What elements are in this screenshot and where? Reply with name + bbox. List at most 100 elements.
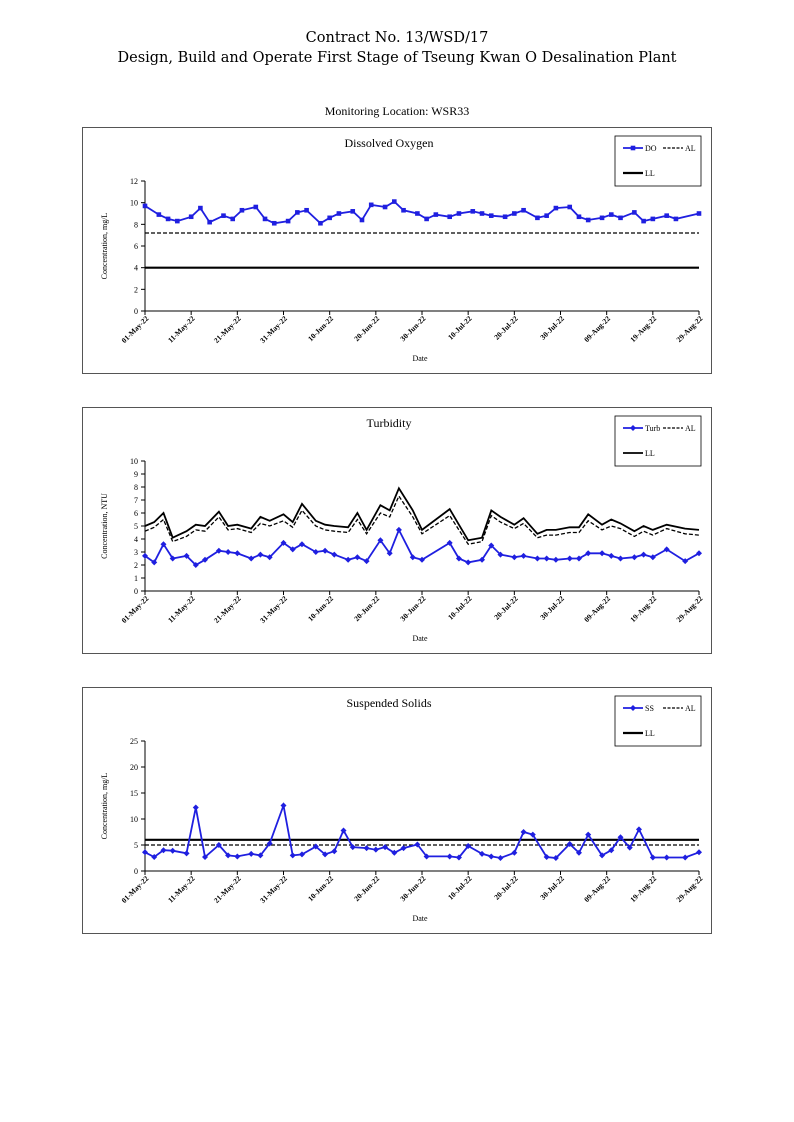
ss-point [363,845,370,852]
y-tick-label: 10 [130,815,138,824]
ss-point [382,844,389,851]
ss-point [234,853,241,860]
x-tick-label: 30-Jun-22 [398,594,427,623]
ss-point [312,843,319,850]
x-tick-label: 29-Aug-22 [674,874,704,904]
do-series-line [144,200,700,225]
y-tick-label: 5 [134,841,138,850]
do-point [470,209,476,214]
turb-point [696,550,702,557]
do-point [512,211,517,216]
x-tick-label: 20-Jun-22 [352,874,381,903]
chart-title: Dissolved Oxygen [345,136,434,150]
x-tick-label: 30-Jun-22 [398,314,427,343]
ss-point [151,853,158,860]
turb-point [160,541,167,548]
x-tick-label: 30-Jul-22 [538,594,566,622]
ss-point [696,849,702,856]
ss-point [511,849,518,856]
do-point [350,209,356,214]
ss-point [257,852,264,859]
do-point [253,204,259,210]
do-point [632,210,637,215]
turb-point [142,552,148,559]
do-point [599,215,605,221]
x-tick-label: 20-Jun-22 [352,314,381,343]
do-point [618,215,623,221]
ss-point [520,829,527,835]
turb-point [534,555,541,562]
do-point [142,203,148,209]
x-tick-label: 29-Aug-22 [674,594,704,624]
turb-point [631,554,638,561]
x-tick-label: 10-Jun-22 [306,874,335,903]
ss-point [183,850,190,857]
ss-point [566,840,573,847]
turb-point [552,556,559,563]
turb-point [266,554,273,561]
do-point [336,211,342,216]
y-tick-label: 12 [130,177,138,186]
ss-point [225,852,232,859]
x-tick-label: 09-Aug-22 [582,594,612,624]
y-tick-label: 8 [134,220,138,229]
turb-point [649,554,656,561]
ss-point [423,853,430,860]
do-point [488,213,494,218]
y-tick-label: 6 [134,242,138,251]
ss-point [635,826,642,833]
do-point [576,214,582,220]
ss-point [160,847,167,854]
y-tick-label: 20 [130,763,138,772]
turb-legend-marker [630,425,636,431]
y-tick-label: 0 [134,307,138,316]
y-axis-label: Concentration, mg/L [100,773,109,840]
turb-point [363,558,370,565]
al-legend-label: AL [685,424,696,433]
do-point [221,213,226,218]
turb-point [377,537,384,544]
legend-box [614,695,702,747]
turb-point [479,556,486,563]
turb-point [585,550,592,557]
monitoring-location: Monitoring Location: WSR33 [324,104,470,118]
ss-point [649,854,656,861]
x-tick-label: 01-May-22 [120,874,151,905]
x-tick-label: 10-Jul-22 [446,594,474,622]
x-tick-label: 21-May-22 [212,314,243,345]
do-legend-label: DO [645,144,657,153]
ss-point [372,846,379,853]
y-tick-label: 10 [130,457,138,466]
do-point [368,202,374,208]
do-point [502,214,508,220]
ss-point [585,831,592,838]
do-point [585,217,591,223]
y-tick-label: 10 [130,199,138,208]
do-point [382,204,388,210]
x-tick-label: 30-Jul-22 [538,314,566,342]
x-tick-label: 11-May-22 [166,314,197,345]
ss-point [192,804,199,811]
turb-point [395,526,402,533]
ss-point [455,854,462,861]
turb-point [248,555,255,562]
ss-point [617,834,624,841]
turb-point [215,547,222,554]
y-tick-label: 0 [134,867,138,876]
y-axis-label: Concentration, mg/L [100,213,109,280]
x-tick-label: 10-Jun-22 [306,314,335,343]
do-point [608,212,614,217]
contract-number: Contract No. 13/WSD/17 [305,30,489,46]
turb-point [520,552,527,559]
do-point [304,207,309,213]
do-point [285,218,291,224]
chart-title: Turbidity [367,416,412,430]
x-axis-label: Date [412,634,428,643]
turb-point [488,542,495,549]
ss-legend-label: SS [645,704,654,713]
turb-point [446,539,453,546]
do-point [165,216,171,222]
turb-point [617,555,624,562]
ss-point [626,844,633,851]
ss-series-line [144,802,700,859]
